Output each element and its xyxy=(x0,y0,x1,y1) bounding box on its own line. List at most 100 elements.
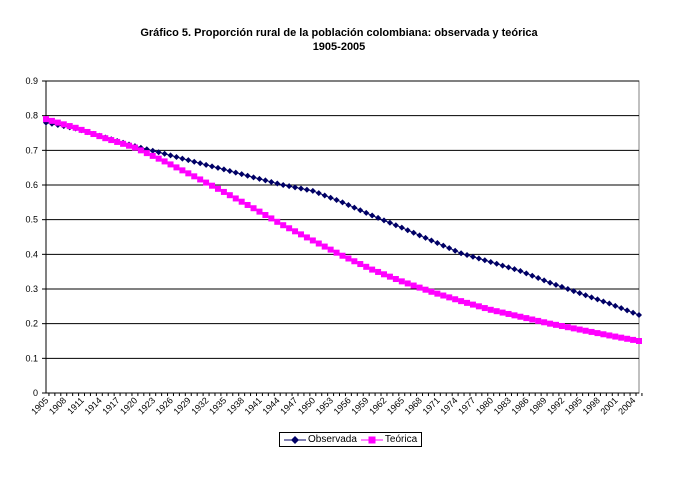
x-tick-label: 1992 xyxy=(545,395,566,416)
data-point-teorica xyxy=(90,131,97,138)
data-point-observada xyxy=(487,258,494,265)
x-tick-label: 1914 xyxy=(83,395,104,416)
data-point-observada xyxy=(167,152,174,159)
data-point-teorica xyxy=(570,325,577,332)
data-point-teorica xyxy=(618,334,625,341)
x-tick-label: 1995 xyxy=(563,395,584,416)
data-point-observada xyxy=(404,227,411,234)
data-point-teorica xyxy=(268,215,275,222)
data-point-teorica xyxy=(547,320,554,327)
x-tick-label: 1983 xyxy=(492,395,513,416)
legend: Observada Teórica xyxy=(279,432,423,447)
x-tick-label: 1908 xyxy=(47,395,68,416)
data-point-teorica xyxy=(416,284,423,291)
data-point-observada xyxy=(428,237,435,244)
data-point-observada xyxy=(558,283,565,290)
x-tick-label: 1959 xyxy=(349,395,370,416)
data-point-observada xyxy=(256,175,263,182)
data-point-observada xyxy=(179,155,186,162)
chart-title-main: Gráfico 5. Proporción rural de la poblac… xyxy=(140,27,538,39)
data-point-observada xyxy=(636,312,642,318)
data-point-teorica xyxy=(458,298,465,305)
data-point-observada xyxy=(381,217,388,224)
data-point-teorica xyxy=(72,124,79,131)
data-point-teorica xyxy=(244,201,251,208)
data-point-teorica xyxy=(410,282,417,289)
data-point-teorica xyxy=(197,176,204,183)
data-point-teorica xyxy=(428,288,435,295)
y-tick-label: 0.7 xyxy=(25,145,38,155)
data-point-observada xyxy=(220,166,227,173)
data-point-observada xyxy=(375,214,382,221)
data-point-observada xyxy=(286,183,293,190)
data-point-teorica xyxy=(452,296,459,303)
x-tick-label: 1974 xyxy=(438,395,459,416)
data-point-observada xyxy=(191,158,198,165)
data-point-observada xyxy=(529,272,536,279)
data-point-teorica xyxy=(624,335,631,342)
data-point-observada xyxy=(280,182,287,188)
data-point-teorica xyxy=(303,234,310,241)
data-point-observada xyxy=(363,209,370,216)
legend-label: Teórica xyxy=(384,434,418,445)
data-point-observada xyxy=(315,190,322,197)
data-point-observada xyxy=(475,255,482,262)
data-point-observada xyxy=(570,288,577,295)
data-point-teorica xyxy=(612,333,619,340)
data-point-teorica xyxy=(232,195,239,202)
data-point-teorica xyxy=(250,205,257,212)
data-point-observada xyxy=(606,300,613,307)
y-tick-label: 0.6 xyxy=(25,180,38,190)
y-tick-label: 0.4 xyxy=(25,249,38,259)
data-point-observada xyxy=(564,286,571,292)
data-point-observada xyxy=(541,277,548,284)
data-point-teorica xyxy=(149,152,156,159)
data-point-teorica xyxy=(606,332,613,339)
x-tick-label: 2001 xyxy=(598,395,619,416)
data-point-teorica xyxy=(48,117,55,124)
data-point-observada xyxy=(155,149,162,156)
x-tick-label: 1941 xyxy=(243,395,264,416)
data-point-observada xyxy=(339,199,346,206)
data-point-teorica xyxy=(523,315,530,322)
x-tick-label: 1953 xyxy=(314,395,335,416)
data-point-teorica xyxy=(464,299,471,306)
x-tick-label: 1911 xyxy=(65,395,86,416)
x-tick-label: 1947 xyxy=(278,395,299,416)
data-point-teorica xyxy=(161,158,168,165)
data-point-teorica xyxy=(220,188,227,195)
data-point-teorica xyxy=(43,116,49,123)
x-tick-label: 1968 xyxy=(403,395,424,416)
square-marker-icon xyxy=(360,436,383,443)
data-point-teorica xyxy=(60,121,67,128)
x-tick-label: 1944 xyxy=(260,395,281,416)
x-tick-label: 1905 xyxy=(29,395,50,416)
x-tick-label: 1923 xyxy=(136,395,157,416)
x-tick-label: 1965 xyxy=(385,395,406,416)
x-tick-label: 1917 xyxy=(100,395,121,416)
data-point-teorica xyxy=(256,208,263,215)
data-point-observada xyxy=(505,264,512,271)
x-tick-label: 2004 xyxy=(616,395,637,416)
data-point-teorica xyxy=(398,278,405,285)
data-point-teorica xyxy=(404,280,411,287)
data-point-teorica xyxy=(582,327,589,334)
data-point-teorica xyxy=(636,338,642,344)
data-point-teorica xyxy=(155,155,162,162)
y-tick-label: 0 xyxy=(33,388,38,398)
data-point-teorica xyxy=(120,140,127,147)
y-tick-label: 0.9 xyxy=(25,76,38,86)
data-point-teorica xyxy=(381,271,388,278)
data-point-teorica xyxy=(143,150,150,157)
data-point-observada xyxy=(547,279,554,286)
data-point-teorica xyxy=(78,126,85,133)
data-point-teorica xyxy=(114,138,121,145)
data-point-observada xyxy=(345,201,352,208)
y-tick-label: 0.2 xyxy=(25,319,38,329)
data-point-teorica xyxy=(238,198,245,205)
data-point-teorica xyxy=(96,133,103,140)
data-point-teorica xyxy=(422,286,429,293)
data-point-observada xyxy=(416,232,423,239)
data-point-teorica xyxy=(386,273,393,280)
data-point-teorica xyxy=(440,292,447,299)
